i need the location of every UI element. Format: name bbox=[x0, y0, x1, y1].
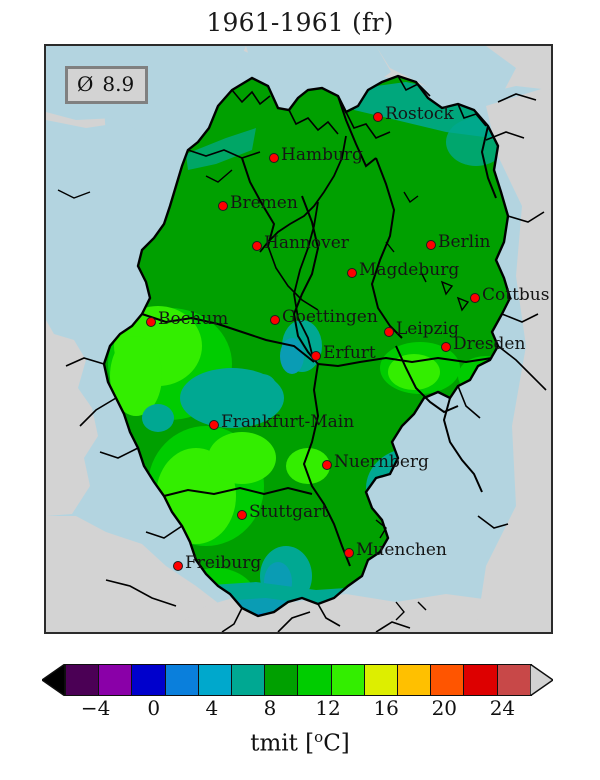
page-title: 1961-1961 (fr) bbox=[206, 8, 394, 37]
colorbar-tick: 4 bbox=[205, 696, 219, 720]
colorbar-tick: 0 bbox=[147, 696, 161, 720]
city-dot-icon bbox=[347, 268, 357, 278]
colorbar-unit: C] bbox=[323, 730, 350, 757]
colorbar-segment bbox=[198, 665, 233, 695]
city-dot-icon bbox=[269, 153, 279, 163]
colorbar-under-arrow bbox=[42, 664, 65, 696]
city-label: Frankfurt-Main bbox=[221, 412, 355, 432]
city-dot-icon bbox=[470, 293, 480, 303]
colorbar-tick: 24 bbox=[489, 696, 516, 720]
city-label: Bremen bbox=[230, 193, 298, 213]
map-panel: Ø 8.9 Rostock Hamburg Bremen Hannover Berlin… bbox=[44, 44, 553, 634]
colorbar-tick: 8 bbox=[263, 696, 277, 720]
city-dot-icon bbox=[146, 317, 156, 327]
city-dot-icon bbox=[441, 342, 451, 352]
colorbar-segment bbox=[99, 665, 133, 695]
colorbar-segment bbox=[398, 665, 432, 695]
city-dot-icon bbox=[218, 201, 228, 211]
city-dot-icon bbox=[384, 327, 394, 337]
city-dot-icon bbox=[209, 420, 219, 430]
average-badge: Ø 8.9 bbox=[65, 66, 149, 104]
colorbar-segment bbox=[331, 665, 365, 695]
colorbar-segment bbox=[364, 665, 399, 695]
colorbar-segment bbox=[132, 665, 166, 695]
city-label: Cottbus bbox=[482, 285, 550, 305]
city-label: Erfurt bbox=[323, 343, 376, 363]
city-label: Goettingen bbox=[282, 307, 378, 327]
city-dot-icon bbox=[426, 240, 436, 250]
average-symbol: Ø bbox=[77, 72, 94, 96]
coastline-layer bbox=[57, 74, 547, 632]
colorbar-segments bbox=[65, 664, 532, 696]
city-label: Muenchen bbox=[356, 540, 447, 560]
city-label: Magdeburg bbox=[359, 260, 460, 280]
colorbar-segment bbox=[232, 665, 266, 695]
colorbar-segment bbox=[497, 665, 531, 695]
city-dot-icon bbox=[270, 315, 280, 325]
city-dot-icon bbox=[311, 351, 321, 361]
colorbar-segment bbox=[464, 665, 498, 695]
colorbar-segment bbox=[66, 665, 100, 695]
city-dot-icon bbox=[252, 241, 262, 251]
degree-icon: o bbox=[314, 728, 324, 746]
city-dot-icon bbox=[173, 561, 183, 571]
average-value: 8.9 bbox=[102, 72, 135, 96]
city-label: Berlin bbox=[438, 232, 491, 252]
colorbar-axis-label: tmit [oC] bbox=[0, 728, 600, 757]
colorbar-segment bbox=[265, 665, 299, 695]
city-label: Dresden bbox=[453, 334, 526, 354]
colorbar-tick: −4 bbox=[80, 696, 111, 720]
city-label: Freiburg bbox=[185, 553, 262, 573]
city-label: Nuernberg bbox=[334, 452, 429, 472]
city-label: Stuttgart bbox=[249, 502, 329, 522]
colorbar bbox=[0, 658, 600, 702]
colorbar-over-arrow bbox=[530, 664, 553, 696]
city-label: Hamburg bbox=[281, 145, 363, 165]
colorbar-segment bbox=[298, 665, 332, 695]
colorbar-tick: 12 bbox=[315, 696, 341, 720]
city-dot-icon bbox=[237, 510, 247, 520]
colorbar-segment bbox=[431, 665, 465, 695]
city-dot-icon bbox=[373, 112, 383, 122]
colorbar-variable: tmit [ bbox=[250, 730, 315, 757]
colorbar-tick: 20 bbox=[431, 696, 458, 720]
city-label: Leipzig bbox=[396, 319, 459, 339]
colorbar-tick-labels: −4 0 4 8 12 16 20 24 bbox=[0, 696, 600, 722]
colorbar-segment bbox=[165, 665, 199, 695]
city-label: Hannover bbox=[264, 233, 349, 253]
city-label: Rostock bbox=[385, 104, 454, 124]
city-dot-icon bbox=[344, 548, 354, 558]
city-dot-icon bbox=[322, 460, 332, 470]
city-label: Bochum bbox=[158, 309, 229, 329]
colorbar-tick: 16 bbox=[373, 696, 399, 720]
